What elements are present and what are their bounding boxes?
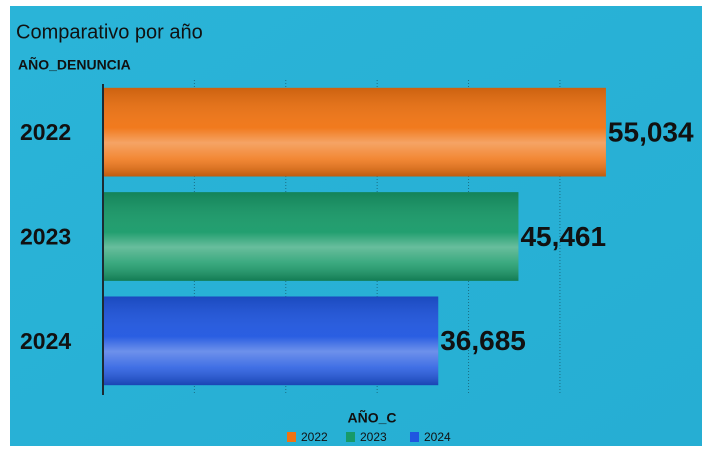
legend-swatch bbox=[287, 432, 296, 442]
legend-label: 2024 bbox=[424, 430, 451, 444]
y-tick-label: 2022 bbox=[20, 119, 71, 145]
axis-title: AÑO_DENUNCIA bbox=[18, 56, 131, 73]
bar-shine bbox=[103, 192, 519, 281]
legend-label: 2022 bbox=[301, 430, 328, 444]
value-label: 55,034 bbox=[608, 117, 694, 148]
y-tick-label: 2024 bbox=[20, 328, 71, 354]
value-label: 36,685 bbox=[440, 325, 526, 356]
y-tick-label: 2023 bbox=[20, 224, 71, 250]
bar-shine bbox=[103, 87, 606, 177]
bar-shine bbox=[103, 296, 439, 386]
legend-swatch bbox=[346, 432, 355, 442]
chart-title: Comparativo por año bbox=[16, 21, 203, 43]
legend-swatch bbox=[410, 432, 419, 442]
legend-title: AÑO_C bbox=[347, 409, 396, 426]
legend-label: 2023 bbox=[360, 430, 387, 444]
value-label: 45,461 bbox=[520, 221, 606, 252]
